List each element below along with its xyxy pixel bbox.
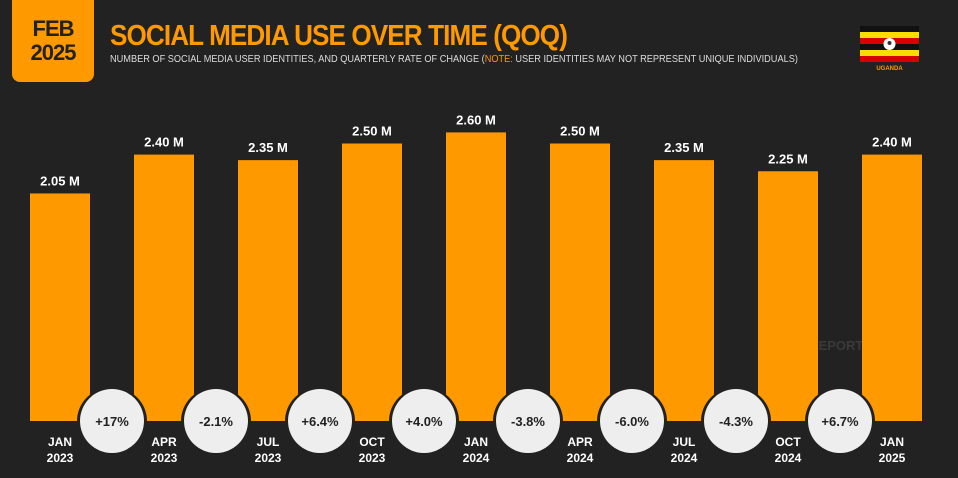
x-tick-label: JAN — [880, 435, 904, 449]
subtitle-note: NOTE: — [484, 54, 513, 65]
change-circle — [184, 389, 248, 453]
x-tick-label: OCT — [775, 435, 801, 449]
bar-value-label: 2.50 M — [352, 124, 392, 139]
bar-value-label: 2.40 M — [144, 135, 184, 150]
bar — [238, 160, 298, 421]
bar — [654, 160, 714, 421]
change-circle — [704, 389, 768, 453]
bar — [30, 193, 90, 421]
x-tick-label: 2024 — [775, 451, 802, 465]
bar-value-label: 2.60 M — [456, 112, 496, 127]
change-circle — [288, 389, 352, 453]
x-tick-label: 2023 — [47, 451, 74, 465]
subtitle-text: NUMBER OF SOCIAL MEDIA USER IDENTITIES, … — [110, 54, 485, 65]
bar — [342, 143, 402, 421]
bar-value-label: 2.35 M — [664, 140, 704, 155]
change-circle — [392, 389, 456, 453]
bar-value-label: 2.25 M — [768, 151, 808, 166]
x-tick-label: 2025 — [879, 451, 906, 465]
page-title: SOCIAL MEDIA USE OVER TIME (QOQ) — [110, 20, 568, 52]
change-circle — [496, 389, 560, 453]
x-tick-label: JUL — [257, 435, 280, 449]
x-tick-label: 2023 — [359, 451, 386, 465]
x-tick-label: JUL — [673, 435, 696, 449]
bar-value-label: 2.40 M — [872, 135, 912, 150]
change-label: -6.0% — [615, 414, 649, 429]
bar — [758, 171, 818, 421]
bar-value-label: 2.35 M — [248, 140, 288, 155]
uganda-flag-icon — [860, 26, 919, 62]
x-tick-label: 2024 — [671, 451, 698, 465]
date-badge: FEB 2025 — [12, 0, 94, 82]
x-tick-label: JAN — [48, 435, 72, 449]
x-tick-label: OCT — [359, 435, 385, 449]
x-tick-label: 2024 — [463, 451, 490, 465]
change-label: -4.3% — [719, 414, 753, 429]
change-label: -2.1% — [199, 414, 233, 429]
bar — [550, 143, 610, 421]
change-circle — [600, 389, 664, 453]
change-label: +6.4% — [301, 414, 339, 429]
subtitle-text-end: USER IDENTITIES MAY NOT REPRESENT UNIQUE… — [512, 54, 798, 65]
bar — [446, 132, 506, 421]
bar — [134, 154, 194, 421]
change-label: -3.8% — [511, 414, 545, 429]
change-label: +6.7% — [821, 414, 859, 429]
change-label: +17% — [95, 414, 129, 429]
date-month: FEB — [32, 16, 75, 41]
x-tick-label: 2024 — [567, 451, 594, 465]
change-circle — [808, 389, 872, 453]
x-tick-label: APR — [151, 435, 177, 449]
change-label: +4.0% — [405, 414, 443, 429]
bar-value-label: 2.05 M — [40, 173, 80, 188]
x-tick-label: JAN — [464, 435, 488, 449]
x-tick-label: APR — [567, 435, 593, 449]
subtitle: NUMBER OF SOCIAL MEDIA USER IDENTITIES, … — [110, 54, 798, 65]
bar-value-label: 2.50 M — [560, 124, 600, 139]
country-label: UGANDA — [876, 66, 903, 72]
x-tick-label: 2023 — [151, 451, 178, 465]
change-circle — [80, 389, 144, 453]
bar — [862, 154, 922, 421]
x-tick-label: 2023 — [255, 451, 282, 465]
date-year: 2025 — [30, 40, 77, 65]
